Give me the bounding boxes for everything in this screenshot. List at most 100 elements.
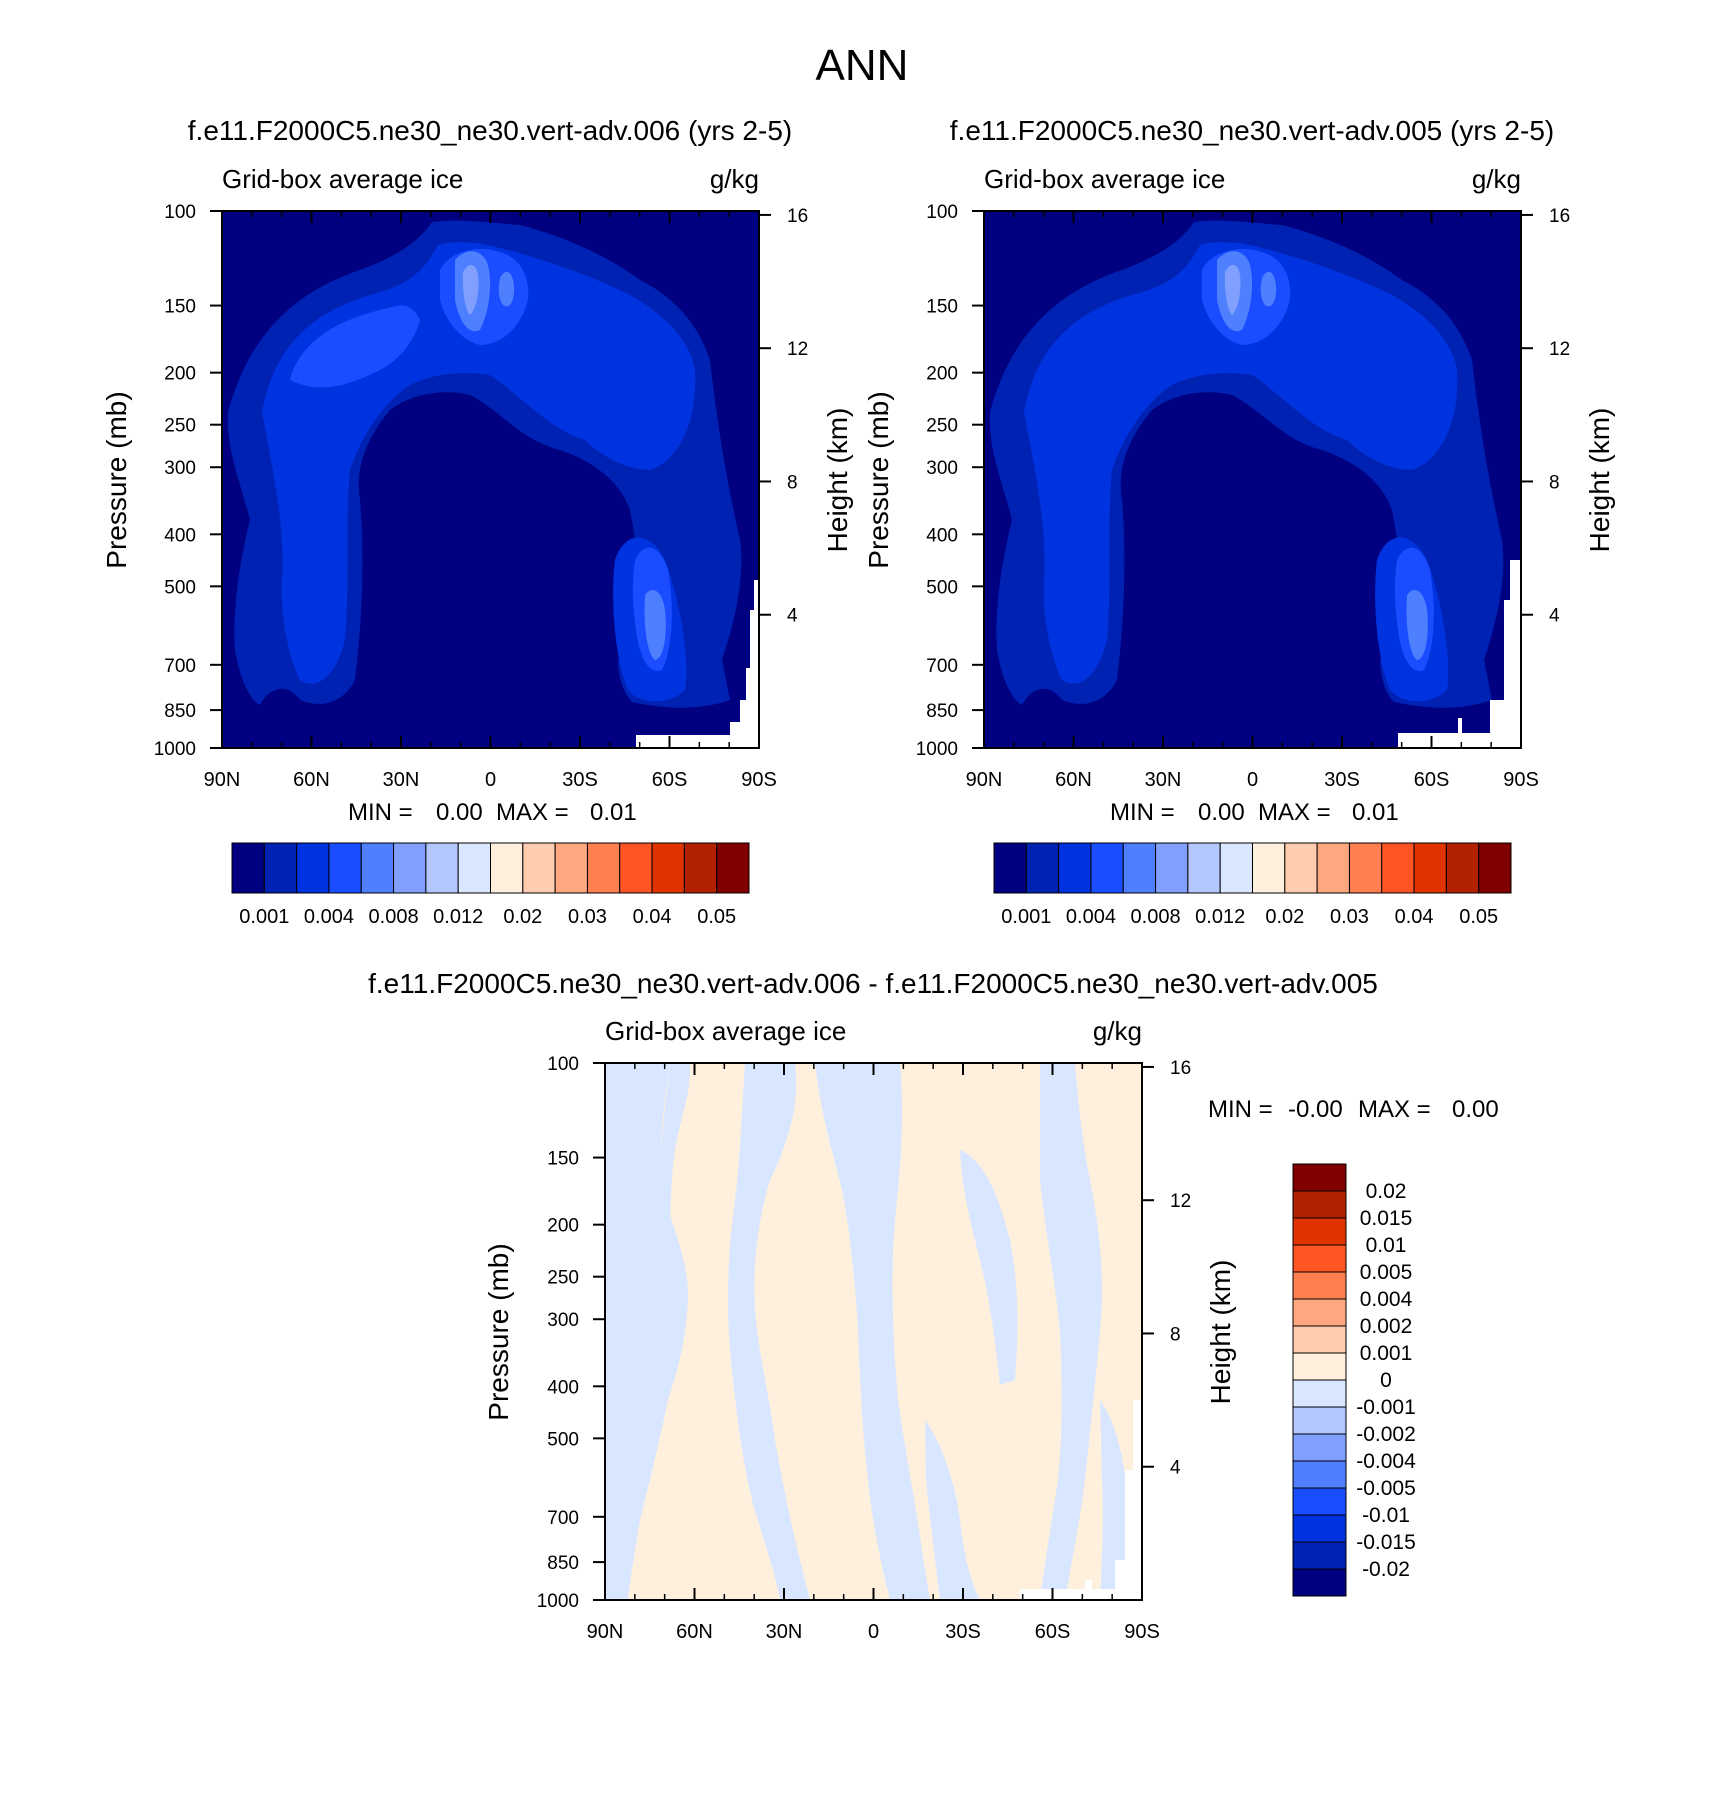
colorbar-swatch	[1381, 842, 1415, 894]
min-value: 0.00	[1198, 799, 1245, 826]
x-tick-label: 60S	[652, 769, 688, 791]
colorbar-label: 0.02	[1265, 906, 1304, 928]
height-tick-label: 16	[1170, 1058, 1191, 1079]
height-tick-label: 4	[1170, 1458, 1181, 1479]
x-tick-label: 30N	[383, 769, 420, 791]
diff-negative-band-4	[815, 1063, 930, 1600]
diff-negative-band-2	[658, 1063, 691, 1240]
colorbar-label: 0.001	[1360, 1342, 1413, 1365]
diff-negative-band-6	[960, 1150, 1018, 1385]
height-tick-label: 12	[1549, 339, 1570, 360]
contour-field	[222, 211, 759, 748]
y-tick-label: 700	[547, 1508, 579, 1529]
min-max-readout: MIN = -0.00 MAX = 0.00	[1208, 1096, 1499, 1123]
max-value: 0.00	[1452, 1096, 1499, 1123]
colorbar-swatch	[360, 842, 395, 894]
colorbar-swatch	[1292, 1190, 1347, 1219]
colorbar-label: 0.03	[568, 906, 607, 928]
x-tick-label: 60N	[676, 1621, 713, 1643]
colorbar-label: 0.004	[1360, 1288, 1413, 1311]
colorbar-label: 0.001	[239, 906, 289, 928]
y-tick-label: 500	[547, 1429, 579, 1450]
contour-field	[984, 211, 1521, 748]
y-tick-label: 400	[547, 1377, 579, 1398]
y-tick-label: 100	[164, 202, 196, 223]
x-tick-label: 90N	[587, 1621, 624, 1643]
colorbar-swatch	[1292, 1460, 1347, 1489]
height-axis-title: Height (km)	[1584, 408, 1615, 553]
y-tick-label: 100	[547, 1054, 579, 1075]
diff-white-mask	[1020, 1400, 1142, 1600]
colorbar-swatch	[1292, 1163, 1347, 1192]
height-tick-label: 8	[1549, 472, 1560, 493]
colorbar-label: 0.02	[503, 906, 542, 928]
height-axis-ticks: 16 12 8 4	[759, 206, 808, 627]
panel-case2: f.e11.F2000C5.ne30_ne30.vert-adv.005 (yr…	[863, 115, 1615, 928]
colorbar-swatch	[1284, 842, 1318, 894]
x-axis-ticks: 90N 60N 30N 0 30S 60S 90S	[204, 211, 777, 791]
x-tick-label: 90S	[741, 769, 777, 791]
min-label: MIN =	[1208, 1096, 1273, 1123]
y-tick-label: 300	[164, 458, 196, 479]
colorbar-swatch	[586, 842, 621, 894]
colorbar-label: -0.01	[1362, 1504, 1410, 1527]
colorbar-swatch	[651, 842, 685, 894]
min-value: -0.00	[1288, 1096, 1343, 1123]
colorbar-swatch	[1292, 1352, 1347, 1381]
colorbar-swatch	[993, 842, 1027, 894]
colorbar: 0.001 0.004 0.008 0.012 0.02 0.03 0.04 0.05	[231, 842, 750, 928]
min-max-readout: MIN = 0.00 MAX = 0.01	[1110, 799, 1399, 826]
x-tick-label: 30S	[945, 1621, 981, 1643]
units-label: g/kg	[1472, 164, 1521, 194]
figure-title: ANN	[816, 41, 909, 90]
contour-level-5	[462, 264, 479, 315]
height-tick-label: 4	[1549, 606, 1560, 627]
height-tick-label: 4	[787, 606, 798, 627]
min-label: MIN =	[348, 799, 413, 826]
colorbar-swatch	[296, 842, 330, 894]
colorbar-swatch	[328, 842, 362, 894]
contour-level-3	[290, 305, 420, 388]
colorbar-label: 0.005	[1360, 1261, 1413, 1284]
colorbar-label: 0.04	[633, 906, 672, 928]
height-axis-title: Height (km)	[822, 408, 853, 553]
contour-level-4c	[644, 590, 666, 660]
colorbar-label: -0.002	[1356, 1423, 1416, 1446]
panel-title: f.e11.F2000C5.ne30_ne30.vert-adv.006 (yr…	[188, 115, 792, 146]
contour-level-white-mask	[1398, 560, 1521, 748]
y-tick-label: 250	[547, 1268, 579, 1289]
colorbar-label: 0.015	[1360, 1207, 1413, 1230]
contour-level-2	[1024, 242, 1458, 684]
colorbar-swatch	[1187, 842, 1221, 894]
contour-level-white-mask	[636, 580, 759, 748]
y-tick-label: 850	[547, 1553, 579, 1574]
colorbar-swatch	[490, 842, 524, 894]
y-tick-label: 300	[926, 458, 958, 479]
y-axis-title: Pressure (mb)	[863, 391, 894, 568]
colorbar-swatch	[1292, 1541, 1347, 1570]
colorbar-swatch	[1292, 1298, 1347, 1327]
colorbar-label: 0.004	[1066, 906, 1116, 928]
min-max-readout: MIN = 0.00 MAX = 0.01	[348, 799, 637, 826]
diff-negative-band-1	[605, 1063, 689, 1600]
y-tick-label: 150	[547, 1149, 579, 1170]
height-tick-label: 16	[787, 206, 808, 227]
x-tick-label: 90N	[966, 769, 1003, 791]
panel-diff: f.e11.F2000C5.ne30_ne30.vert-adv.006 - f…	[368, 968, 1499, 1643]
y-tick-label: 200	[164, 364, 196, 385]
x-tick-label: 90S	[1124, 1621, 1160, 1643]
colorbar-swatch	[554, 842, 588, 894]
y-tick-label: 700	[926, 656, 958, 677]
colorbar-label: 0.002	[1360, 1315, 1413, 1338]
x-axis-ticks: 90N 60N 30N 0 30S 60S 90S	[587, 1063, 1160, 1643]
y-axis-title: Pressure (mb)	[101, 391, 132, 568]
units-label: g/kg	[710, 164, 759, 194]
colorbar-swatch	[1155, 842, 1189, 894]
colorbar-swatch	[1292, 1514, 1347, 1543]
colorbar-swatch	[522, 842, 556, 894]
contour-field	[605, 1063, 1142, 1600]
contour-level-4b	[498, 271, 515, 307]
min-label: MIN =	[1110, 799, 1175, 826]
y-tick-label: 400	[926, 525, 958, 546]
colorbar-label: 0	[1380, 1369, 1392, 1392]
